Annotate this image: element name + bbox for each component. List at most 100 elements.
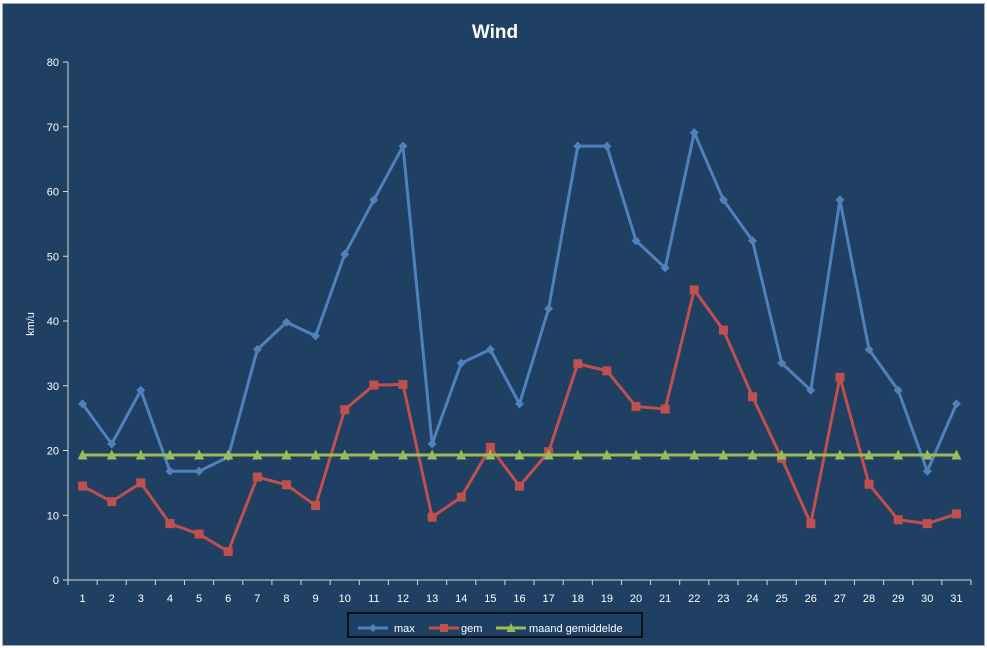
data-point bbox=[78, 481, 88, 491]
series-line bbox=[81, 131, 958, 473]
x-tick-label: 20 bbox=[630, 593, 642, 605]
data-point bbox=[311, 501, 321, 511]
data-point bbox=[777, 358, 787, 368]
data-point bbox=[631, 401, 641, 411]
x-tick-label: 9 bbox=[313, 593, 319, 605]
data-point bbox=[893, 449, 904, 460]
x-tick-label: 7 bbox=[254, 593, 260, 605]
legend-marker bbox=[369, 624, 377, 632]
series-gem bbox=[78, 285, 961, 557]
x-tick-label: 29 bbox=[892, 593, 904, 605]
data-point bbox=[427, 512, 437, 522]
data-point bbox=[485, 449, 496, 460]
data-point bbox=[252, 344, 262, 354]
data-point bbox=[107, 497, 117, 507]
data-point bbox=[631, 236, 641, 246]
x-tick-label: 28 bbox=[863, 593, 875, 605]
y-tick-label: 70 bbox=[47, 122, 59, 134]
data-point bbox=[806, 385, 816, 395]
data-point bbox=[543, 449, 554, 460]
data-point bbox=[398, 379, 408, 389]
x-tick-label: 1 bbox=[80, 593, 86, 605]
x-tick-label: 21 bbox=[659, 593, 671, 605]
chart-area: Wind km/u 0 10 20 30 40 50 60 70 80 1 2 3 4 5 6 7 8 9 10 1… bbox=[2, 3, 985, 646]
x-tick-label: 23 bbox=[717, 593, 729, 605]
data-point bbox=[194, 529, 204, 539]
x-tick-label: 25 bbox=[776, 593, 788, 605]
data-point bbox=[573, 141, 583, 151]
x-tick-label: 12 bbox=[397, 593, 409, 605]
data-point bbox=[164, 449, 175, 460]
y-axis-ticks: 0 10 20 30 40 50 60 70 80 bbox=[47, 57, 68, 587]
legend-box bbox=[347, 612, 643, 638]
data-point bbox=[281, 449, 292, 460]
data-point bbox=[485, 344, 495, 354]
data-point bbox=[340, 249, 350, 259]
y-tick-label: 30 bbox=[47, 381, 59, 393]
data-point bbox=[689, 449, 700, 460]
data-point bbox=[107, 439, 117, 449]
data-point bbox=[456, 358, 466, 368]
data-point bbox=[397, 449, 408, 460]
y-axis-label: km/u bbox=[25, 312, 37, 336]
data-point bbox=[805, 449, 816, 460]
data-point bbox=[747, 449, 758, 460]
x-tick-label: 27 bbox=[834, 593, 846, 605]
data-point bbox=[689, 285, 699, 295]
data-point bbox=[223, 449, 234, 460]
y-tick-label: 50 bbox=[47, 251, 59, 263]
data-point bbox=[368, 449, 379, 460]
data-point bbox=[369, 380, 379, 390]
data-point bbox=[106, 449, 117, 460]
data-point bbox=[835, 195, 845, 205]
data-point bbox=[310, 449, 321, 460]
legend: max gem maand gemiddelde bbox=[347, 612, 643, 638]
data-point bbox=[718, 195, 728, 205]
data-point bbox=[252, 449, 263, 460]
data-point bbox=[572, 449, 583, 460]
data-point bbox=[77, 449, 88, 460]
x-tick-label: 6 bbox=[225, 593, 231, 605]
x-tick-label: 2 bbox=[109, 593, 115, 605]
y-tick-label: 60 bbox=[47, 187, 59, 199]
legend-marker bbox=[440, 624, 448, 632]
data-point bbox=[369, 195, 379, 205]
data-point bbox=[922, 449, 933, 460]
data-point bbox=[689, 128, 699, 138]
data-point bbox=[602, 366, 612, 376]
x-tick-label: 17 bbox=[543, 593, 555, 605]
data-point bbox=[748, 236, 758, 246]
x-tick-label: 8 bbox=[283, 593, 289, 605]
data-point bbox=[456, 492, 466, 502]
legend-label: maand gemiddelde bbox=[529, 623, 623, 635]
x-tick-label: 3 bbox=[138, 593, 144, 605]
data-point bbox=[893, 385, 903, 395]
y-tick-label: 0 bbox=[53, 575, 59, 587]
x-tick-label: 30 bbox=[921, 593, 933, 605]
x-tick-label: 5 bbox=[196, 593, 202, 605]
data-point bbox=[281, 317, 291, 327]
data-point bbox=[340, 405, 350, 415]
legend-marker bbox=[506, 623, 516, 632]
x-tick-label: 13 bbox=[426, 593, 438, 605]
data-point bbox=[281, 480, 291, 490]
x-axis-ticks: 1 2 3 4 5 6 7 8 9 10 11 12 13 14 15 16 17 18 19 20 21 22 23 24 2… bbox=[67, 580, 972, 605]
data-point bbox=[864, 479, 874, 489]
data-point bbox=[718, 449, 729, 460]
data-point bbox=[660, 449, 671, 460]
x-tick-label: 24 bbox=[746, 593, 758, 605]
data-point bbox=[136, 478, 146, 488]
data-point bbox=[165, 466, 175, 476]
data-point bbox=[544, 304, 554, 314]
data-point bbox=[427, 439, 437, 449]
data-point bbox=[922, 519, 932, 529]
legend-label: max bbox=[394, 623, 415, 635]
data-point bbox=[515, 399, 524, 409]
series-layer bbox=[77, 128, 962, 557]
data-point bbox=[951, 399, 961, 409]
legend-item: gem bbox=[429, 623, 482, 635]
legend-item: max bbox=[358, 623, 415, 635]
x-tick-label: 19 bbox=[601, 593, 613, 605]
data-point bbox=[427, 449, 438, 460]
